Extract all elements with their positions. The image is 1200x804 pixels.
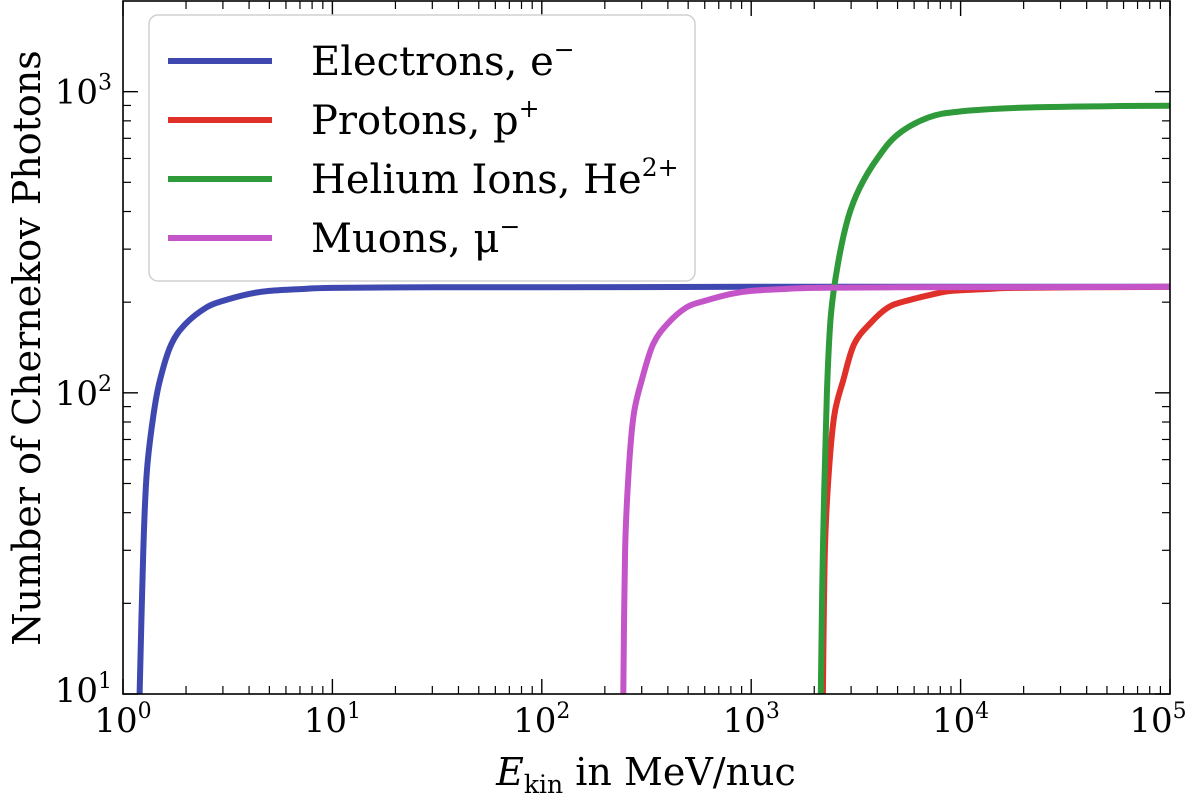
series-lines bbox=[136, 102, 1170, 694]
x-tick-base: 10 bbox=[304, 701, 347, 741]
y-tick-base: 10 bbox=[55, 374, 98, 414]
legend-label-3: Muons, μ− bbox=[311, 212, 520, 262]
plot-frame bbox=[122, 0, 1171, 695]
x-tick-exponent: 4 bbox=[975, 699, 989, 724]
series-line-0 bbox=[136, 283, 1170, 694]
legend-frame bbox=[148, 14, 696, 282]
x-tick-labels: 100 101 102 103 104 105 bbox=[94, 699, 1186, 741]
x-tick-exponent: 3 bbox=[766, 699, 780, 724]
x-axis-label-symbol: E bbox=[495, 750, 524, 794]
x-tick-exponent: 2 bbox=[556, 699, 570, 724]
legend-label-name: Electrons, e bbox=[311, 39, 554, 85]
legend: Electrons, e−Protons, p+Helium Ions, He2… bbox=[148, 14, 696, 282]
x-tick-label: 102 bbox=[513, 699, 570, 741]
legend-label-0: Electrons, e− bbox=[311, 35, 575, 85]
series-line-3 bbox=[620, 283, 1170, 694]
x-tick-label: 105 bbox=[1129, 699, 1186, 741]
x-axis-label-subscript: kin bbox=[524, 770, 563, 799]
x-tick-base: 10 bbox=[513, 701, 556, 741]
x-tick-exponent: 1 bbox=[347, 699, 361, 724]
x-tick-exponent: 0 bbox=[138, 699, 152, 724]
legend-label-name: Helium Ions, He bbox=[311, 157, 642, 203]
legend-label-superscript: − bbox=[554, 35, 575, 64]
y-tick-exponent: 1 bbox=[98, 669, 112, 694]
x-tick-exponent: 5 bbox=[1173, 699, 1187, 724]
x-tick-base: 10 bbox=[94, 701, 137, 741]
legend-label-name: Protons, p bbox=[311, 98, 519, 144]
series-line-2 bbox=[817, 102, 1170, 694]
y-tick-label: 101 bbox=[55, 669, 112, 711]
x-tick-label: 104 bbox=[932, 699, 989, 741]
minor-ticks bbox=[123, 1, 1170, 694]
x-tick-base: 10 bbox=[932, 701, 975, 741]
y-tick-base: 10 bbox=[55, 671, 98, 711]
y-tick-exponent: 3 bbox=[98, 71, 112, 96]
y-tick-label: 102 bbox=[55, 372, 112, 414]
x-tick-label: 103 bbox=[723, 699, 780, 741]
legend-label-superscript: + bbox=[519, 94, 540, 123]
y-axis-label: Number of Chernekov Photons bbox=[5, 50, 49, 646]
y-tick-exponent: 2 bbox=[98, 372, 112, 397]
legend-label-superscript: 2+ bbox=[642, 153, 679, 182]
legend-label-name: Muons, μ bbox=[311, 216, 500, 262]
x-tick-label: 100 bbox=[94, 699, 151, 741]
legend-label-superscript: − bbox=[500, 212, 521, 241]
legend-label-2: Helium Ions, He2+ bbox=[311, 153, 679, 203]
x-tick-base: 10 bbox=[723, 701, 766, 741]
y-tick-base: 10 bbox=[55, 73, 98, 113]
x-tick-label: 101 bbox=[304, 699, 361, 741]
x-axis-label: Ekin in MeV/nuc bbox=[495, 750, 796, 799]
series-line-1 bbox=[819, 283, 1170, 694]
x-axis-label-rest: in MeV/nuc bbox=[563, 750, 796, 794]
y-tick-label: 103 bbox=[55, 71, 112, 113]
x-tick-base: 10 bbox=[1129, 701, 1172, 741]
legend-label-1: Protons, p+ bbox=[311, 94, 540, 144]
